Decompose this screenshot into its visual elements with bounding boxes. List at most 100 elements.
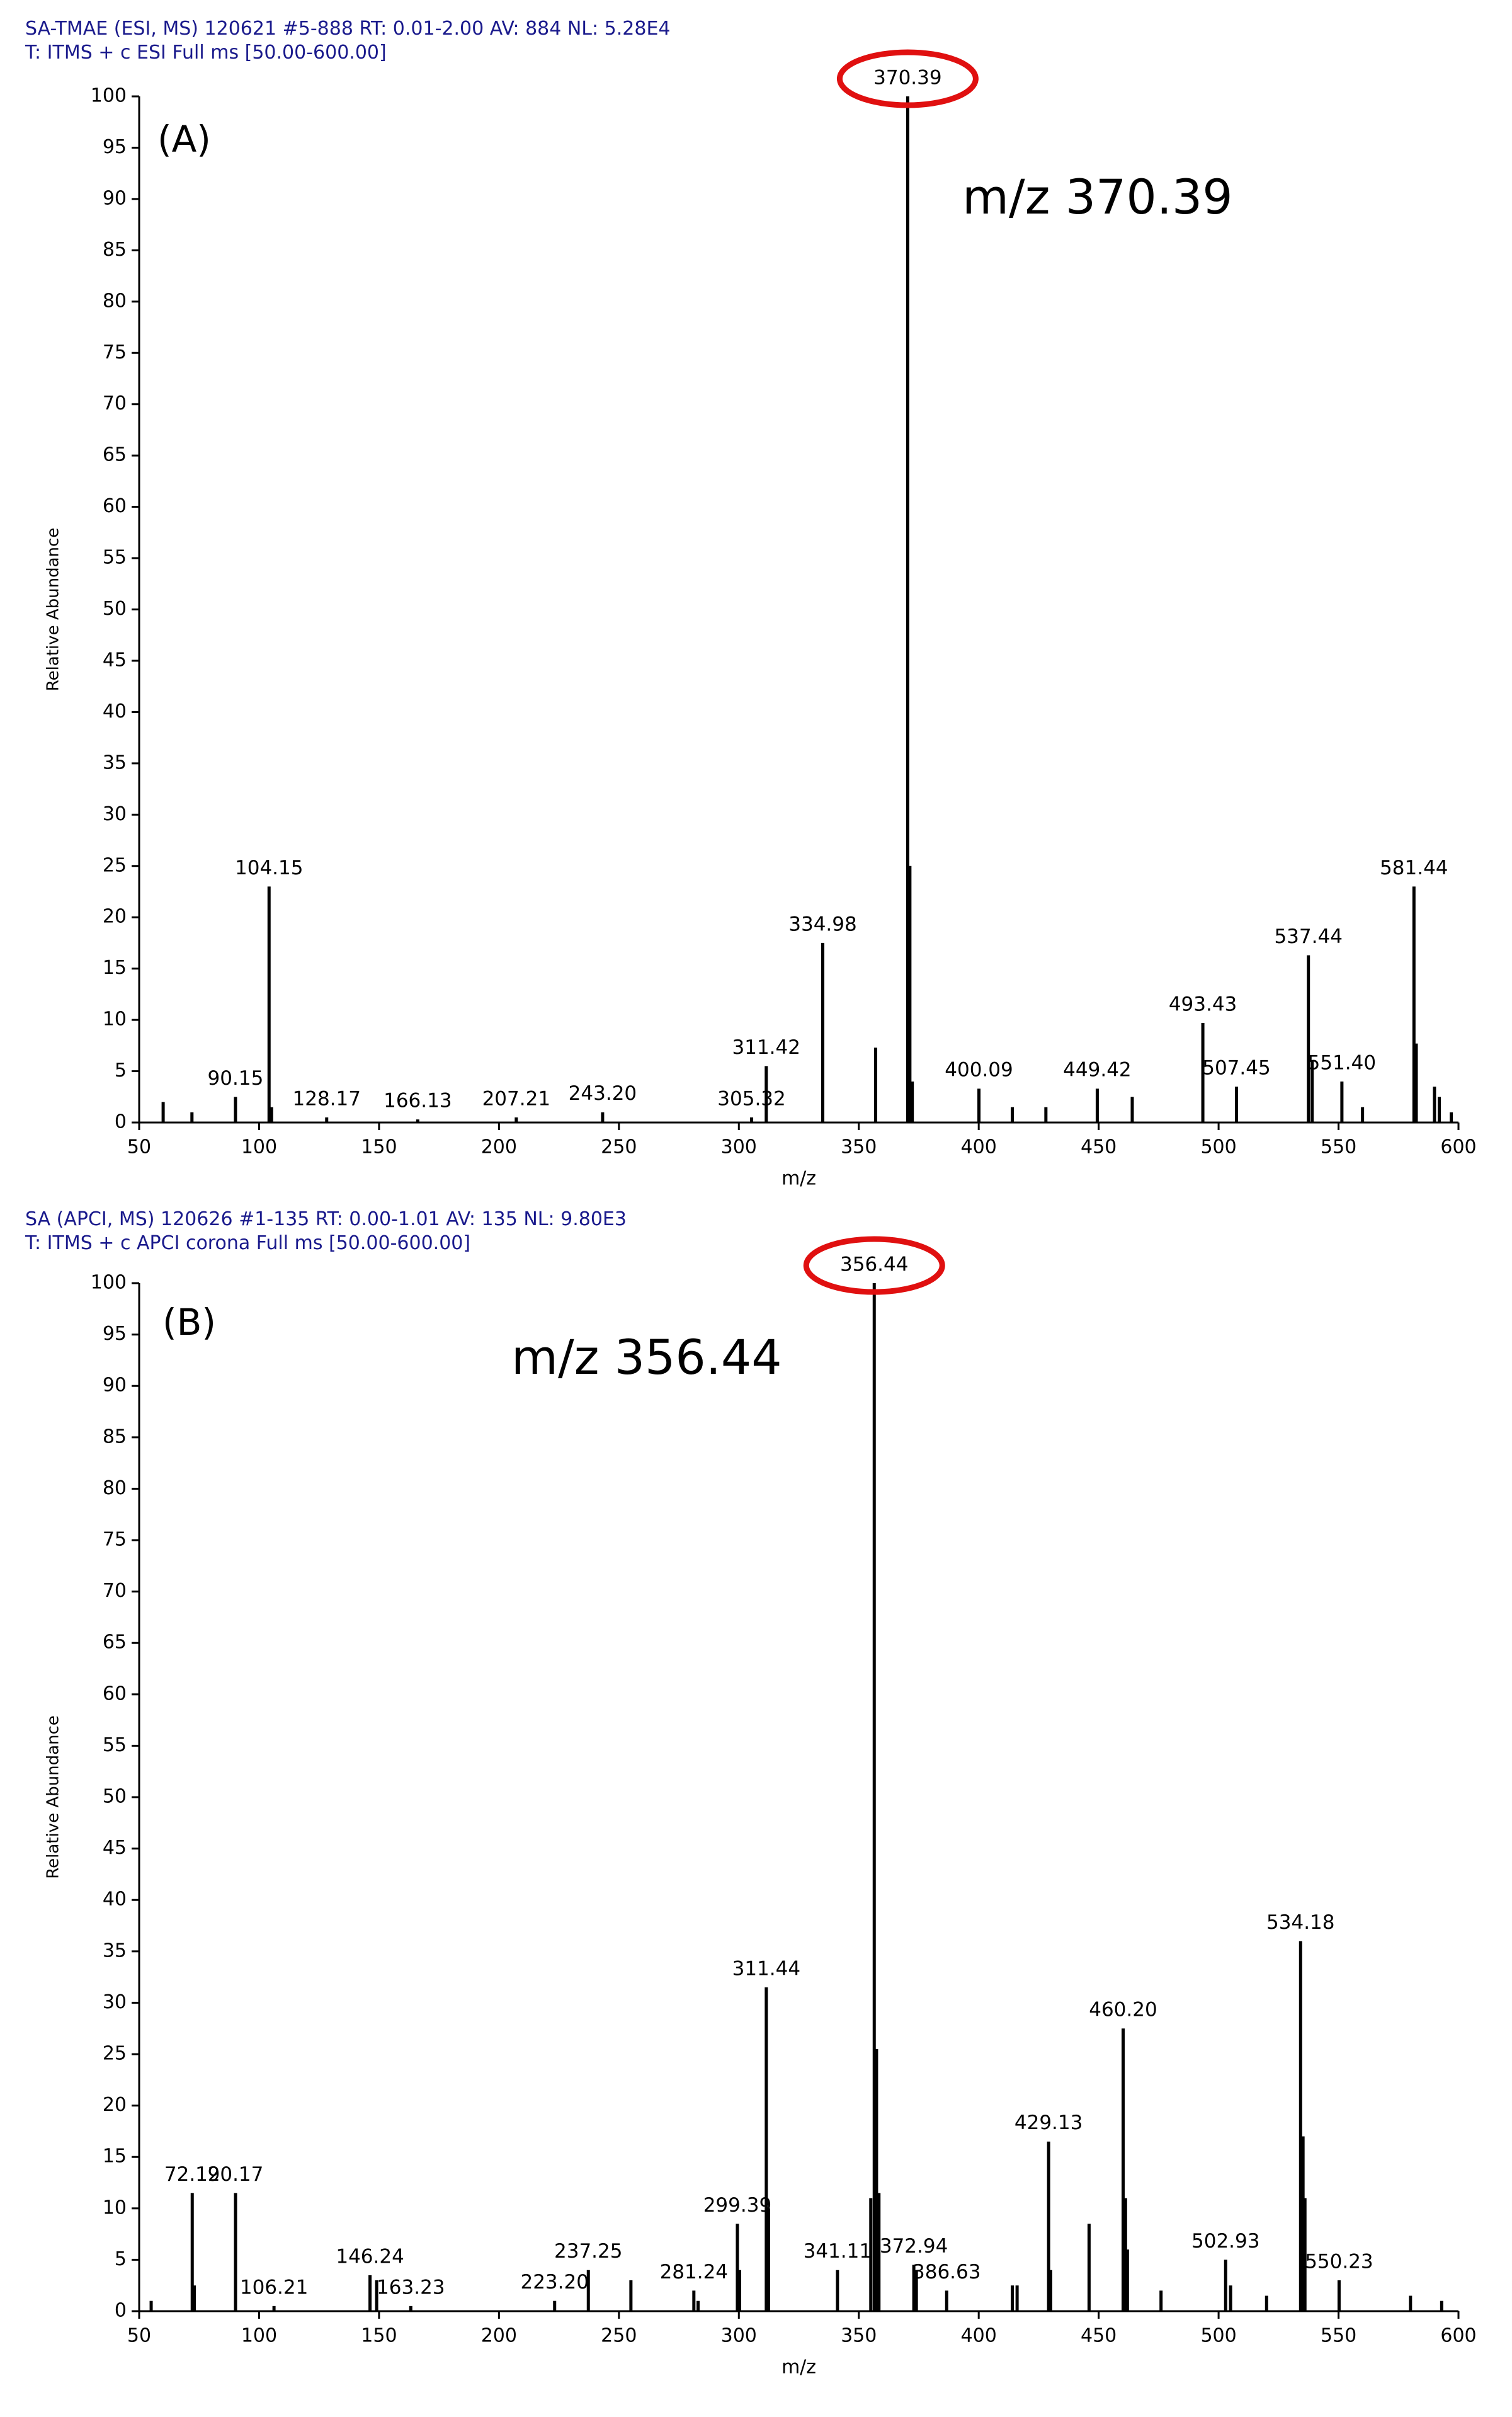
highlight-ring	[803, 1236, 945, 1295]
x-axis-label: m/z	[782, 2357, 816, 2379]
header-line: SA (APCI, MS) 120626 #1-135 RT: 0.00-1.0…	[25, 1208, 627, 1230]
y-axis-label: Relative Abundance	[44, 1715, 63, 1879]
peak-label: 507.45	[1202, 1056, 1270, 1079]
y-tick-label: 55	[103, 547, 127, 569]
peak-label: 537.44	[1274, 925, 1342, 948]
peak-label: 90.17	[208, 2163, 264, 2186]
y-tick-label: 0	[115, 1111, 127, 1133]
y-tick-label: 5	[115, 2248, 127, 2270]
y-tick-label: 15	[103, 957, 127, 979]
x-tick-label: 400	[961, 2325, 997, 2347]
y-tick-label: 15	[103, 2146, 127, 2168]
y-tick-label: 95	[103, 1323, 127, 1345]
peak-label: 356.44	[840, 1254, 908, 1276]
peak-label: 305.32	[717, 1087, 785, 1110]
x-tick-label: 550	[1321, 1136, 1356, 1158]
y-tick-label: 30	[103, 803, 127, 825]
y-tick-label: 85	[103, 1426, 127, 1448]
peak-label: 128.17	[293, 1087, 361, 1110]
y-tick-label: 40	[103, 700, 127, 723]
x-tick-label: 350	[841, 2325, 877, 2347]
x-tick-label: 600	[1440, 2325, 1476, 2347]
y-tick-label: 45	[103, 1837, 127, 1859]
y-tick-label: 75	[103, 341, 127, 363]
peak-label: 334.98	[788, 913, 856, 935]
peak-label: 243.20	[569, 1082, 637, 1105]
y-tick-label: 50	[103, 1786, 127, 1808]
peak-label: 90.15	[208, 1067, 264, 1090]
annotation: m/z 356.44	[511, 1329, 782, 1385]
x-tick-label: 350	[841, 1136, 877, 1158]
peak-label: 237.25	[554, 2240, 622, 2263]
y-tick-label: 40	[103, 1888, 127, 1911]
y-axis-label: Relative Abundance	[44, 528, 63, 692]
y-tick-label: 25	[103, 2043, 127, 2065]
y-tick-label: 85	[103, 239, 127, 261]
panel-label: (A)	[157, 118, 211, 161]
peak-label: 163.23	[377, 2276, 445, 2299]
peak-label: 146.24	[336, 2245, 404, 2268]
peak-label: 370.39	[873, 67, 941, 89]
y-tick-label: 80	[103, 290, 127, 312]
x-tick-label: 550	[1321, 2325, 1356, 2347]
peak-label: 311.44	[732, 1957, 800, 1980]
peak-label: 400.09	[945, 1059, 1013, 1082]
peak-label: 106.21	[240, 2276, 308, 2299]
peak-label: 534.18	[1266, 1911, 1334, 1934]
peak-label: 299.39	[703, 2194, 771, 2217]
peak-label: 72.12	[164, 2163, 220, 2186]
x-tick-label: 100	[241, 2325, 277, 2347]
peak-label: 551.40	[1308, 1051, 1376, 1074]
y-tick-label: 0	[115, 2300, 127, 2322]
y-tick-label: 100	[91, 1272, 127, 1294]
peak-label: 166.13	[384, 1090, 452, 1112]
y-tick-label: 20	[103, 906, 127, 928]
y-tick-label: 25	[103, 854, 127, 876]
peak-label: 207.21	[482, 1087, 550, 1110]
y-tick-label: 70	[103, 1580, 127, 1602]
x-tick-label: 100	[241, 1136, 277, 1158]
peak-label: 341.11	[804, 2240, 872, 2263]
y-tick-label: 65	[103, 1631, 127, 1654]
y-tick-label: 60	[103, 1683, 127, 1705]
peak-label: 502.93	[1191, 2230, 1259, 2253]
y-tick-label: 35	[103, 751, 127, 774]
x-tick-label: 150	[361, 2325, 397, 2347]
y-tick-label: 80	[103, 1477, 127, 1499]
y-tick-label: 60	[103, 495, 127, 517]
y-tick-label: 20	[103, 2094, 127, 2116]
peak-label: 581.44	[1380, 857, 1448, 879]
y-tick-label: 90	[103, 187, 127, 209]
annotation: m/z 370.39	[962, 169, 1233, 225]
peak-label: 386.63	[912, 2261, 981, 2283]
y-tick-label: 75	[103, 1529, 127, 1551]
x-tick-label: 200	[481, 2325, 517, 2347]
y-tick-label: 30	[103, 1991, 127, 2013]
x-tick-label: 600	[1440, 1136, 1476, 1158]
x-tick-label: 300	[721, 2325, 757, 2347]
x-tick-label: 300	[721, 1136, 757, 1158]
x-tick-label: 50	[127, 2325, 151, 2347]
y-tick-label: 65	[103, 444, 127, 466]
y-tick-label: 10	[103, 1009, 127, 1031]
peak-label: 281.24	[660, 2261, 728, 2283]
y-tick-label: 50	[103, 598, 127, 620]
header-line: T: ITMS + c ESI Full ms [50.00-600.00]	[25, 42, 387, 64]
x-tick-label: 200	[481, 1136, 517, 1158]
y-tick-label: 45	[103, 649, 127, 671]
peak-label: 493.43	[1169, 993, 1237, 1015]
peak-label: 460.20	[1089, 1999, 1157, 2021]
peak-label: 550.23	[1305, 2251, 1373, 2273]
x-tick-label: 400	[961, 1136, 997, 1158]
peak-label: 104.15	[235, 857, 303, 879]
peak-label: 311.42	[732, 1036, 800, 1059]
x-tick-label: 500	[1200, 2325, 1236, 2347]
x-tick-label: 250	[601, 1136, 637, 1158]
x-tick-label: 150	[361, 1136, 397, 1158]
x-axis-label: m/z	[782, 1168, 816, 1190]
highlight-ring	[836, 49, 979, 108]
x-tick-label: 250	[601, 2325, 637, 2347]
peak-label: 449.42	[1063, 1059, 1131, 1082]
y-tick-label: 95	[103, 136, 127, 158]
